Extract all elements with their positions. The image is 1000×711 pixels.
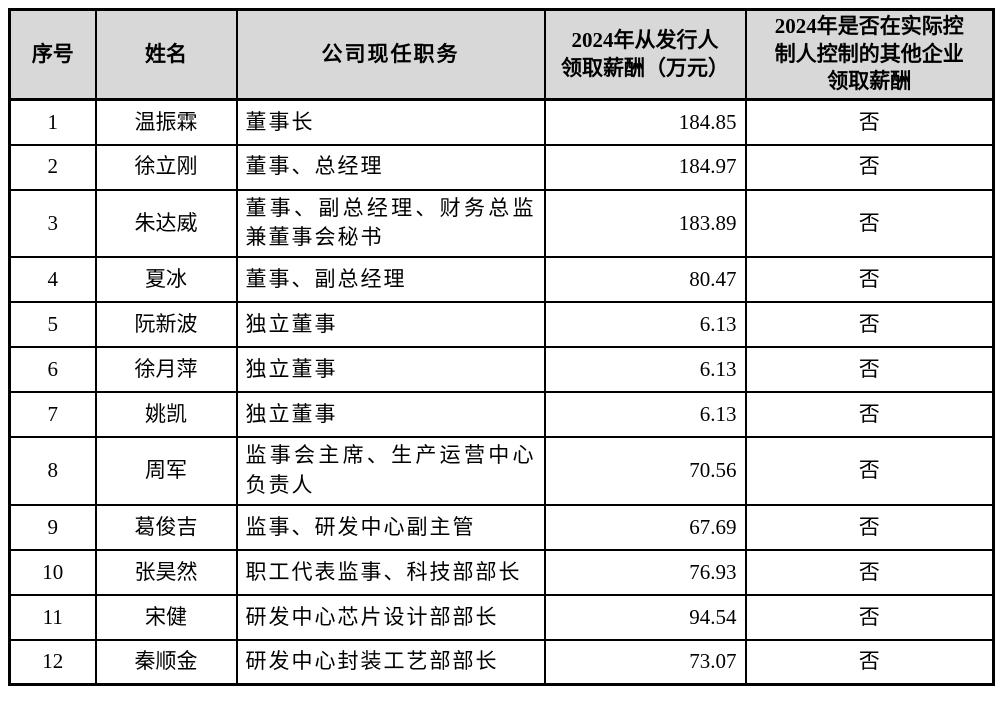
table-row: 7 姚凯 独立董事 6.13 否 xyxy=(8,391,995,439)
cell-name: 张昊然 xyxy=(94,548,238,596)
column-header-no: 序号 xyxy=(8,8,97,102)
cell-name: 夏冰 xyxy=(94,256,238,304)
cell-other: 否 xyxy=(744,548,995,596)
table-row: 5 阮新波 独立董事 6.13 否 xyxy=(8,301,995,349)
table-row: 6 徐月萍 独立董事 6.13 否 xyxy=(8,346,995,394)
column-header-position: 公司现任职务 xyxy=(235,8,546,102)
table-row: 3 朱达威 董事、副总经理、财务总监兼董事会秘书 183.89 否 xyxy=(8,188,995,259)
cell-other: 否 xyxy=(744,391,995,439)
column-header-other: 2024年是否在实际控 制人控制的其他企业 领取薪酬 xyxy=(744,8,995,102)
cell-name: 温振霖 xyxy=(94,98,238,146)
cell-position: 董事长 xyxy=(235,98,546,146)
cell-no: 12 xyxy=(8,638,97,686)
cell-position: 职工代表监事、科技部部长 xyxy=(235,548,546,596)
table-row: 12 秦顺金 研发中心封装工艺部部长 73.07 否 xyxy=(8,638,995,686)
cell-salary: 183.89 xyxy=(543,188,747,259)
cell-no: 3 xyxy=(8,188,97,259)
cell-position: 研发中心封装工艺部部长 xyxy=(235,638,546,686)
cell-name: 葛俊吉 xyxy=(94,503,238,551)
column-header-name: 姓名 xyxy=(94,8,238,102)
cell-other: 否 xyxy=(744,436,995,506)
cell-no: 7 xyxy=(8,391,97,439)
cell-name: 阮新波 xyxy=(94,301,238,349)
cell-no: 4 xyxy=(8,256,97,304)
cell-name: 周军 xyxy=(94,436,238,506)
cell-other: 否 xyxy=(744,98,995,146)
cell-no: 5 xyxy=(8,301,97,349)
cell-salary: 70.56 xyxy=(543,436,747,506)
cell-no: 10 xyxy=(8,548,97,596)
table-body: 1 温振霖 董事长 184.85 否 2 徐立刚 董事、总经理 184.97 否… xyxy=(8,98,995,686)
cell-position: 监事会主席、生产运营中心负责人 xyxy=(235,436,546,506)
cell-no: 9 xyxy=(8,503,97,551)
cell-no: 11 xyxy=(8,593,97,641)
cell-other: 否 xyxy=(744,593,995,641)
cell-salary: 94.54 xyxy=(543,593,747,641)
cell-salary: 184.97 xyxy=(543,143,747,191)
cell-other: 否 xyxy=(744,638,995,686)
cell-name: 宋健 xyxy=(94,593,238,641)
compensation-table: 序号 姓名 公司现任职务 2024年从发行人 领取薪酬（万元） 2024年是否在… xyxy=(8,8,995,687)
cell-name: 姚凯 xyxy=(94,391,238,439)
cell-other: 否 xyxy=(744,143,995,191)
header-row: 序号 姓名 公司现任职务 2024年从发行人 领取薪酬（万元） 2024年是否在… xyxy=(8,8,995,102)
cell-other: 否 xyxy=(744,503,995,551)
table-row: 1 温振霖 董事长 184.85 否 xyxy=(8,98,995,146)
cell-salary: 80.47 xyxy=(543,256,747,304)
cell-position: 董事、副总经理、财务总监兼董事会秘书 xyxy=(235,188,546,259)
column-header-salary: 2024年从发行人 领取薪酬（万元） xyxy=(543,8,747,102)
cell-other: 否 xyxy=(744,301,995,349)
cell-position: 独立董事 xyxy=(235,301,546,349)
cell-position: 独立董事 xyxy=(235,391,546,439)
cell-position: 董事、总经理 xyxy=(235,143,546,191)
cell-no: 2 xyxy=(8,143,97,191)
cell-position: 监事、研发中心副主管 xyxy=(235,503,546,551)
cell-salary: 6.13 xyxy=(543,346,747,394)
cell-other: 否 xyxy=(744,188,995,259)
cell-no: 6 xyxy=(8,346,97,394)
cell-name: 徐立刚 xyxy=(94,143,238,191)
table-row: 9 葛俊吉 监事、研发中心副主管 67.69 否 xyxy=(8,503,995,551)
cell-other: 否 xyxy=(744,346,995,394)
cell-salary: 6.13 xyxy=(543,391,747,439)
cell-other: 否 xyxy=(744,256,995,304)
cell-salary: 184.85 xyxy=(543,98,747,146)
cell-salary: 76.93 xyxy=(543,548,747,596)
cell-salary: 6.13 xyxy=(543,301,747,349)
cell-salary: 67.69 xyxy=(543,503,747,551)
table-row: 11 宋健 研发中心芯片设计部部长 94.54 否 xyxy=(8,593,995,641)
cell-position: 研发中心芯片设计部部长 xyxy=(235,593,546,641)
cell-no: 8 xyxy=(8,436,97,506)
table-row: 2 徐立刚 董事、总经理 184.97 否 xyxy=(8,143,995,191)
cell-name: 朱达威 xyxy=(94,188,238,259)
cell-name: 徐月萍 xyxy=(94,346,238,394)
table-row: 8 周军 监事会主席、生产运营中心负责人 70.56 否 xyxy=(8,436,995,506)
cell-salary: 73.07 xyxy=(543,638,747,686)
cell-position: 独立董事 xyxy=(235,346,546,394)
table-row: 10 张昊然 职工代表监事、科技部部长 76.93 否 xyxy=(8,548,995,596)
cell-no: 1 xyxy=(8,98,97,146)
cell-position: 董事、副总经理 xyxy=(235,256,546,304)
cell-name: 秦顺金 xyxy=(94,638,238,686)
table-row: 4 夏冰 董事、副总经理 80.47 否 xyxy=(8,256,995,304)
